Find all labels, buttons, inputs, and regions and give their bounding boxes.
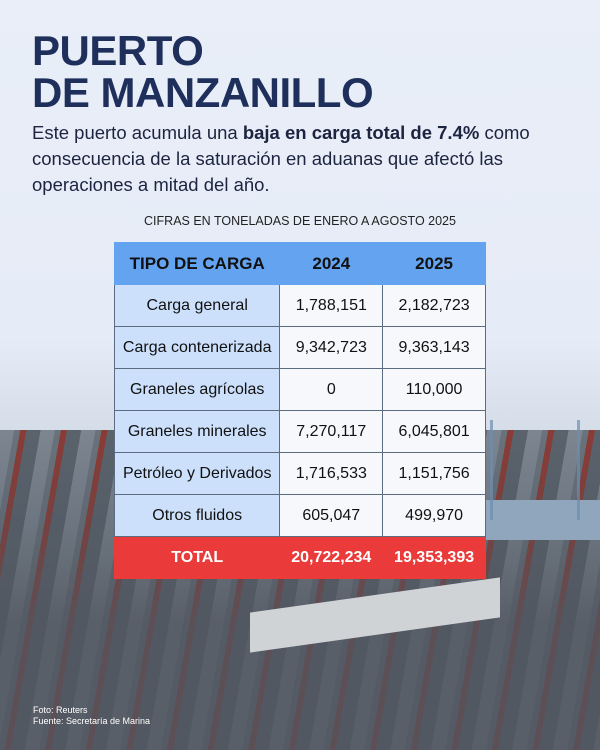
value-2025: 499,970: [382, 494, 486, 537]
header-2024: 2024: [279, 242, 384, 285]
photo-credit: Foto: Reuters: [33, 705, 88, 715]
table-row: Carga general 1,788,151 2,182,723: [113, 284, 486, 327]
value-2024: 1,788,151: [279, 284, 384, 327]
value-2025: 2,182,723: [382, 284, 486, 327]
title-line-1: PUERTO: [32, 27, 204, 74]
intro-before: Este puerto acumula una: [32, 122, 243, 143]
source-credit: Fuente: Secretaría de Marina: [33, 716, 151, 726]
intro-text: Este puerto acumula una baja en carga to…: [32, 120, 572, 198]
table-row: Otros fluidos 605,047 499,970: [113, 494, 486, 537]
table-row: Carga contenerizada 9,342,723 9,363,143: [113, 326, 486, 369]
credits: Foto: Reuters Fuente: Secretaría de Mari…: [33, 705, 150, 727]
cargo-type: Petróleo y Derivados: [113, 452, 281, 495]
total-value: 19,353,393: [382, 536, 486, 579]
total-row: TOTAL 20,722,234 19,353,393: [113, 536, 486, 579]
cargo-type: Carga general: [113, 284, 281, 327]
value-2025: 110,000: [382, 368, 486, 411]
page-title: PUERTO DE MANZANILLO: [32, 27, 374, 116]
cargo-table: TIPO DE CARGA 2024 2025 Carga general 1,7…: [113, 242, 486, 579]
table-row: Graneles agrícolas 0 110,000: [113, 368, 486, 411]
header-2025: 2025: [382, 242, 486, 285]
table-row: Graneles minerales 7,270,117 6,045,801: [113, 410, 486, 453]
table-row: Petróleo y Derivados 1,716,533 1,151,756: [113, 452, 486, 495]
value-2024: 0: [279, 368, 384, 411]
total-value: 20,722,234: [279, 536, 384, 579]
total-label: TOTAL: [113, 536, 281, 579]
value-2024: 9,342,723: [279, 326, 384, 369]
value-2024: 7,270,117: [279, 410, 384, 453]
table-subtitle: CIFRAS EN TONELADAS DE ENERO A AGOSTO 20…: [144, 214, 456, 228]
value-2025: 1,151,756: [382, 452, 486, 495]
table-header: TIPO DE CARGA 2024 2025: [113, 242, 486, 285]
cargo-type: Graneles agrícolas: [113, 368, 281, 411]
cargo-type: Carga contenerizada: [113, 326, 281, 369]
cargo-type: Otros fluidos: [113, 494, 281, 537]
header-type: TIPO DE CARGA: [113, 242, 281, 285]
port-cranes: [490, 420, 580, 520]
title-line-2: DE MANZANILLO: [32, 69, 374, 116]
intro-bold: baja en carga total de 7.4%: [242, 122, 480, 143]
intro-after: como consecuencia de la saturación en ad…: [32, 122, 530, 195]
cargo-type: Graneles minerales: [113, 410, 281, 453]
value-2025: 6,045,801: [382, 410, 486, 453]
value-2024: 605,047: [279, 494, 384, 537]
value-2024: 1,716,533: [279, 452, 384, 495]
value-2025: 9,363,143: [382, 326, 486, 369]
sea: [486, 500, 600, 540]
